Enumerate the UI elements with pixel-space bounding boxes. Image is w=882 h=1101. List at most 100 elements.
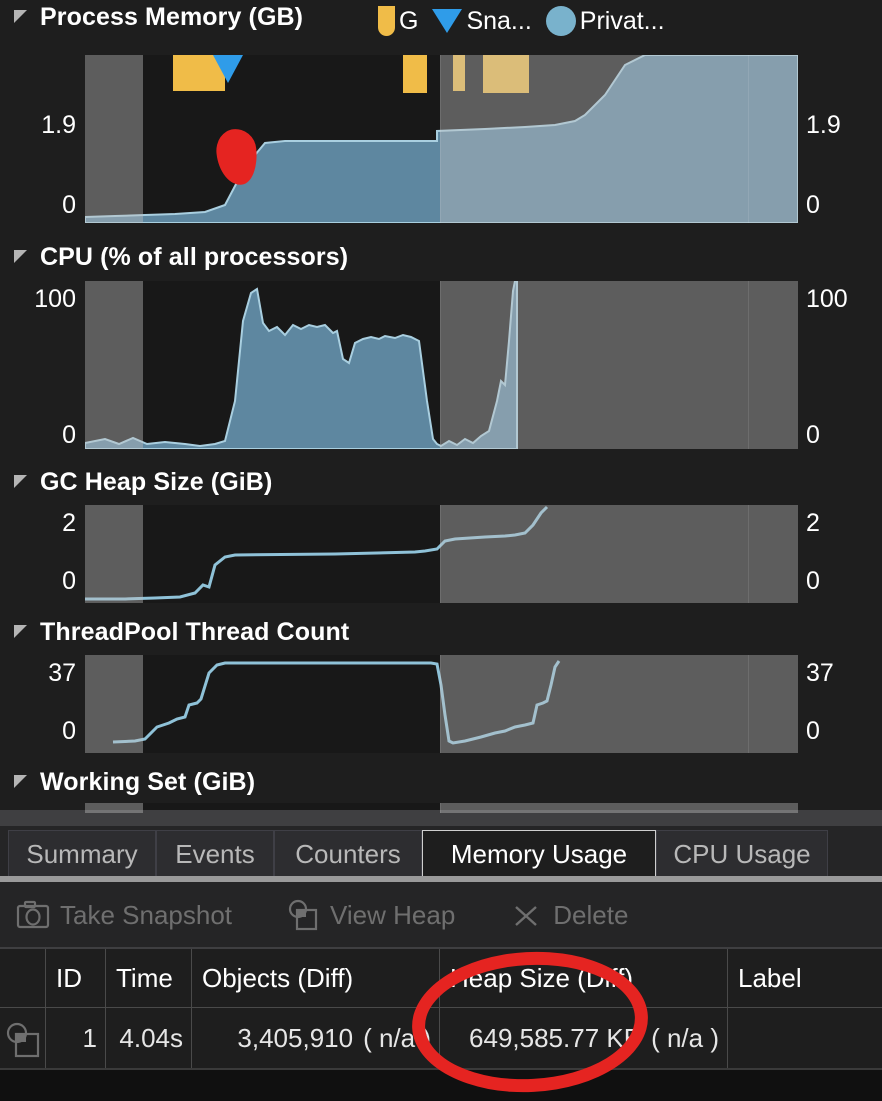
table-row[interactable]: 1 4.04s 3,405,910 ( n/a ) 649,585.77 KB … bbox=[0, 1008, 882, 1068]
time-marker-line bbox=[748, 505, 749, 603]
section-header-process-memory[interactable]: Process Memory (GB) bbox=[0, 0, 303, 34]
delete-button[interactable]: Delete bbox=[499, 889, 638, 941]
table-header-row: ID Time Objects (Diff) Heap Size (Diff) … bbox=[0, 949, 882, 1007]
selection-edge-right[interactable] bbox=[440, 505, 441, 603]
tab-memory-usage[interactable]: Memory Usage bbox=[422, 830, 656, 878]
tab-cpu-usage[interactable]: CPU Usage bbox=[656, 830, 828, 878]
unselected-range-left[interactable] bbox=[85, 655, 143, 753]
cell-objects-value: 3,405,910 bbox=[237, 1022, 354, 1053]
row-gutter bbox=[0, 1008, 46, 1068]
section-title: Process Memory (GB) bbox=[40, 2, 304, 31]
legend-label-snapshot: Sna... bbox=[466, 6, 532, 35]
table-row-rule bbox=[0, 1068, 882, 1070]
pane-splitter[interactable] bbox=[0, 810, 882, 826]
take-snapshot-button[interactable]: Take Snapshot bbox=[6, 889, 242, 941]
y-axis-min-left: 0 bbox=[62, 567, 76, 595]
y-axis-max-right: 1.9 bbox=[806, 111, 841, 139]
table-footer-area bbox=[0, 1070, 882, 1101]
column-header-heap-size[interactable]: Heap Size (Diff) bbox=[440, 949, 728, 1007]
cell-id: 1 bbox=[46, 1008, 106, 1068]
legend-label-private-bytes: Privat... bbox=[579, 6, 665, 35]
collapse-triangle-icon[interactable] bbox=[12, 6, 34, 28]
close-x-icon bbox=[509, 898, 543, 932]
column-header-label[interactable]: Label bbox=[738, 962, 802, 993]
cell-label[interactable] bbox=[728, 1008, 882, 1068]
column-header-id[interactable]: ID bbox=[46, 949, 106, 1007]
y-axis-max-right: 37 bbox=[806, 659, 834, 687]
chart-cpu[interactable]: 100 0 100 0 bbox=[0, 281, 882, 451]
cell-objects-diff: ( n/a ) bbox=[363, 1022, 431, 1053]
plot-area-process-memory[interactable] bbox=[85, 55, 798, 223]
toolbar-separator bbox=[0, 947, 882, 949]
time-marker-line bbox=[748, 55, 749, 223]
tab-label: Summary bbox=[26, 839, 138, 869]
section-header-threadpool[interactable]: ThreadPool Thread Count bbox=[0, 615, 349, 649]
chart-threadpool-thread-count[interactable]: 37 0 37 0 bbox=[0, 655, 882, 755]
column-header-gutter bbox=[0, 949, 46, 1007]
chart-process-memory[interactable]: 1.9 0 1.9 0 bbox=[0, 55, 882, 225]
plot-area-threadpool[interactable] bbox=[85, 655, 798, 753]
series-threadpool bbox=[112, 660, 561, 745]
y-axis-max-left: 100 bbox=[34, 285, 76, 313]
plot-area-cpu[interactable] bbox=[85, 281, 798, 449]
collapse-triangle-icon[interactable] bbox=[12, 771, 34, 793]
unselected-range-left[interactable] bbox=[85, 505, 143, 603]
chart-gc-heap-size[interactable]: 2 0 2 0 bbox=[0, 505, 882, 605]
cell-heap-size: 649,585.77 KB ( n/a ) bbox=[440, 1008, 728, 1068]
unselected-range-left[interactable] bbox=[85, 281, 143, 449]
y-axis-max-right: 100 bbox=[806, 285, 848, 313]
legend-item-gc: G bbox=[378, 6, 418, 36]
section-header-gc-heap-size[interactable]: GC Heap Size (GiB) bbox=[0, 465, 272, 499]
snapshots-table: ID Time Objects (Diff) Heap Size (Diff) … bbox=[0, 949, 882, 1101]
selection-edge-right[interactable] bbox=[440, 803, 441, 813]
performance-graph-pane: Process Memory (GB) G Sna... Privat... 1… bbox=[0, 0, 882, 813]
y-axis-min-right: 0 bbox=[806, 191, 820, 219]
tab-counters[interactable]: Counters bbox=[274, 830, 422, 878]
selection-edge-right[interactable] bbox=[440, 281, 441, 449]
selection-edge-right[interactable] bbox=[440, 55, 441, 223]
selection-edge-right[interactable] bbox=[440, 655, 441, 753]
collapse-triangle-icon[interactable] bbox=[12, 246, 34, 268]
column-header-time[interactable]: Time bbox=[106, 949, 192, 1007]
plot-area-working-set[interactable] bbox=[85, 803, 798, 813]
section-header-cpu[interactable]: CPU (% of all processors) bbox=[0, 240, 348, 274]
take-snapshot-label: Take Snapshot bbox=[60, 899, 233, 930]
heap-snapshot-icon bbox=[4, 1020, 44, 1060]
delete-label: Delete bbox=[553, 899, 629, 930]
section-header-working-set[interactable]: Working Set (GiB) bbox=[0, 765, 255, 799]
series-private-bytes bbox=[85, 55, 798, 223]
collapse-triangle-icon[interactable] bbox=[12, 471, 34, 493]
tab-label: Events bbox=[175, 839, 255, 869]
column-header-objects[interactable]: Objects (Diff) bbox=[192, 949, 440, 1007]
unselected-range-left[interactable] bbox=[85, 803, 143, 813]
unselected-range-right[interactable] bbox=[440, 281, 798, 449]
chart-working-set[interactable] bbox=[0, 803, 882, 813]
tab-summary[interactable]: Summary bbox=[8, 830, 156, 878]
unselected-range-left[interactable] bbox=[85, 55, 143, 223]
tab-events[interactable]: Events bbox=[156, 830, 274, 878]
series-cpu bbox=[85, 281, 518, 449]
cell-objects: 3,405,910 ( n/a ) bbox=[192, 1008, 440, 1068]
view-heap-button[interactable]: View Heap bbox=[276, 889, 465, 941]
unselected-range-right[interactable] bbox=[440, 655, 798, 753]
unselected-range-right[interactable] bbox=[440, 505, 798, 603]
y-axis-min-left: 0 bbox=[62, 191, 76, 219]
gc-marker-layer bbox=[173, 55, 529, 93]
plot-area-gc-heap-size[interactable] bbox=[85, 505, 798, 603]
unselected-range-right[interactable] bbox=[440, 803, 798, 813]
collapse-triangle-icon[interactable] bbox=[12, 621, 34, 643]
heap-icon bbox=[286, 898, 320, 932]
y-axis-max-right: 2 bbox=[806, 509, 820, 537]
y-axis-min-left: 0 bbox=[62, 421, 76, 449]
y-axis-min-left: 0 bbox=[62, 717, 76, 745]
private-bytes-circle-icon bbox=[545, 6, 576, 36]
gc-marker-icon bbox=[378, 6, 395, 36]
detail-tab-strip: Summary Events Counters Memory Usage CPU… bbox=[0, 826, 882, 882]
camera-icon bbox=[16, 898, 50, 932]
legend-label-gc: G bbox=[399, 6, 419, 35]
time-marker-line bbox=[748, 655, 749, 753]
view-heap-label: View Heap bbox=[330, 899, 456, 930]
time-marker-line bbox=[748, 281, 749, 449]
unselected-range-right[interactable] bbox=[440, 55, 798, 223]
